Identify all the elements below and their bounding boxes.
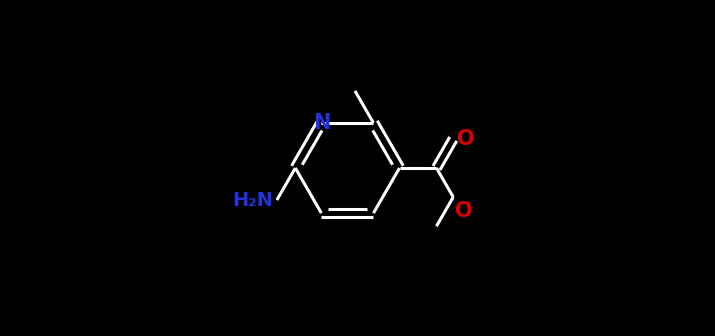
Text: O: O [455,201,473,221]
Text: O: O [457,129,474,149]
Text: H₂N: H₂N [232,191,274,210]
Text: N: N [312,113,330,133]
